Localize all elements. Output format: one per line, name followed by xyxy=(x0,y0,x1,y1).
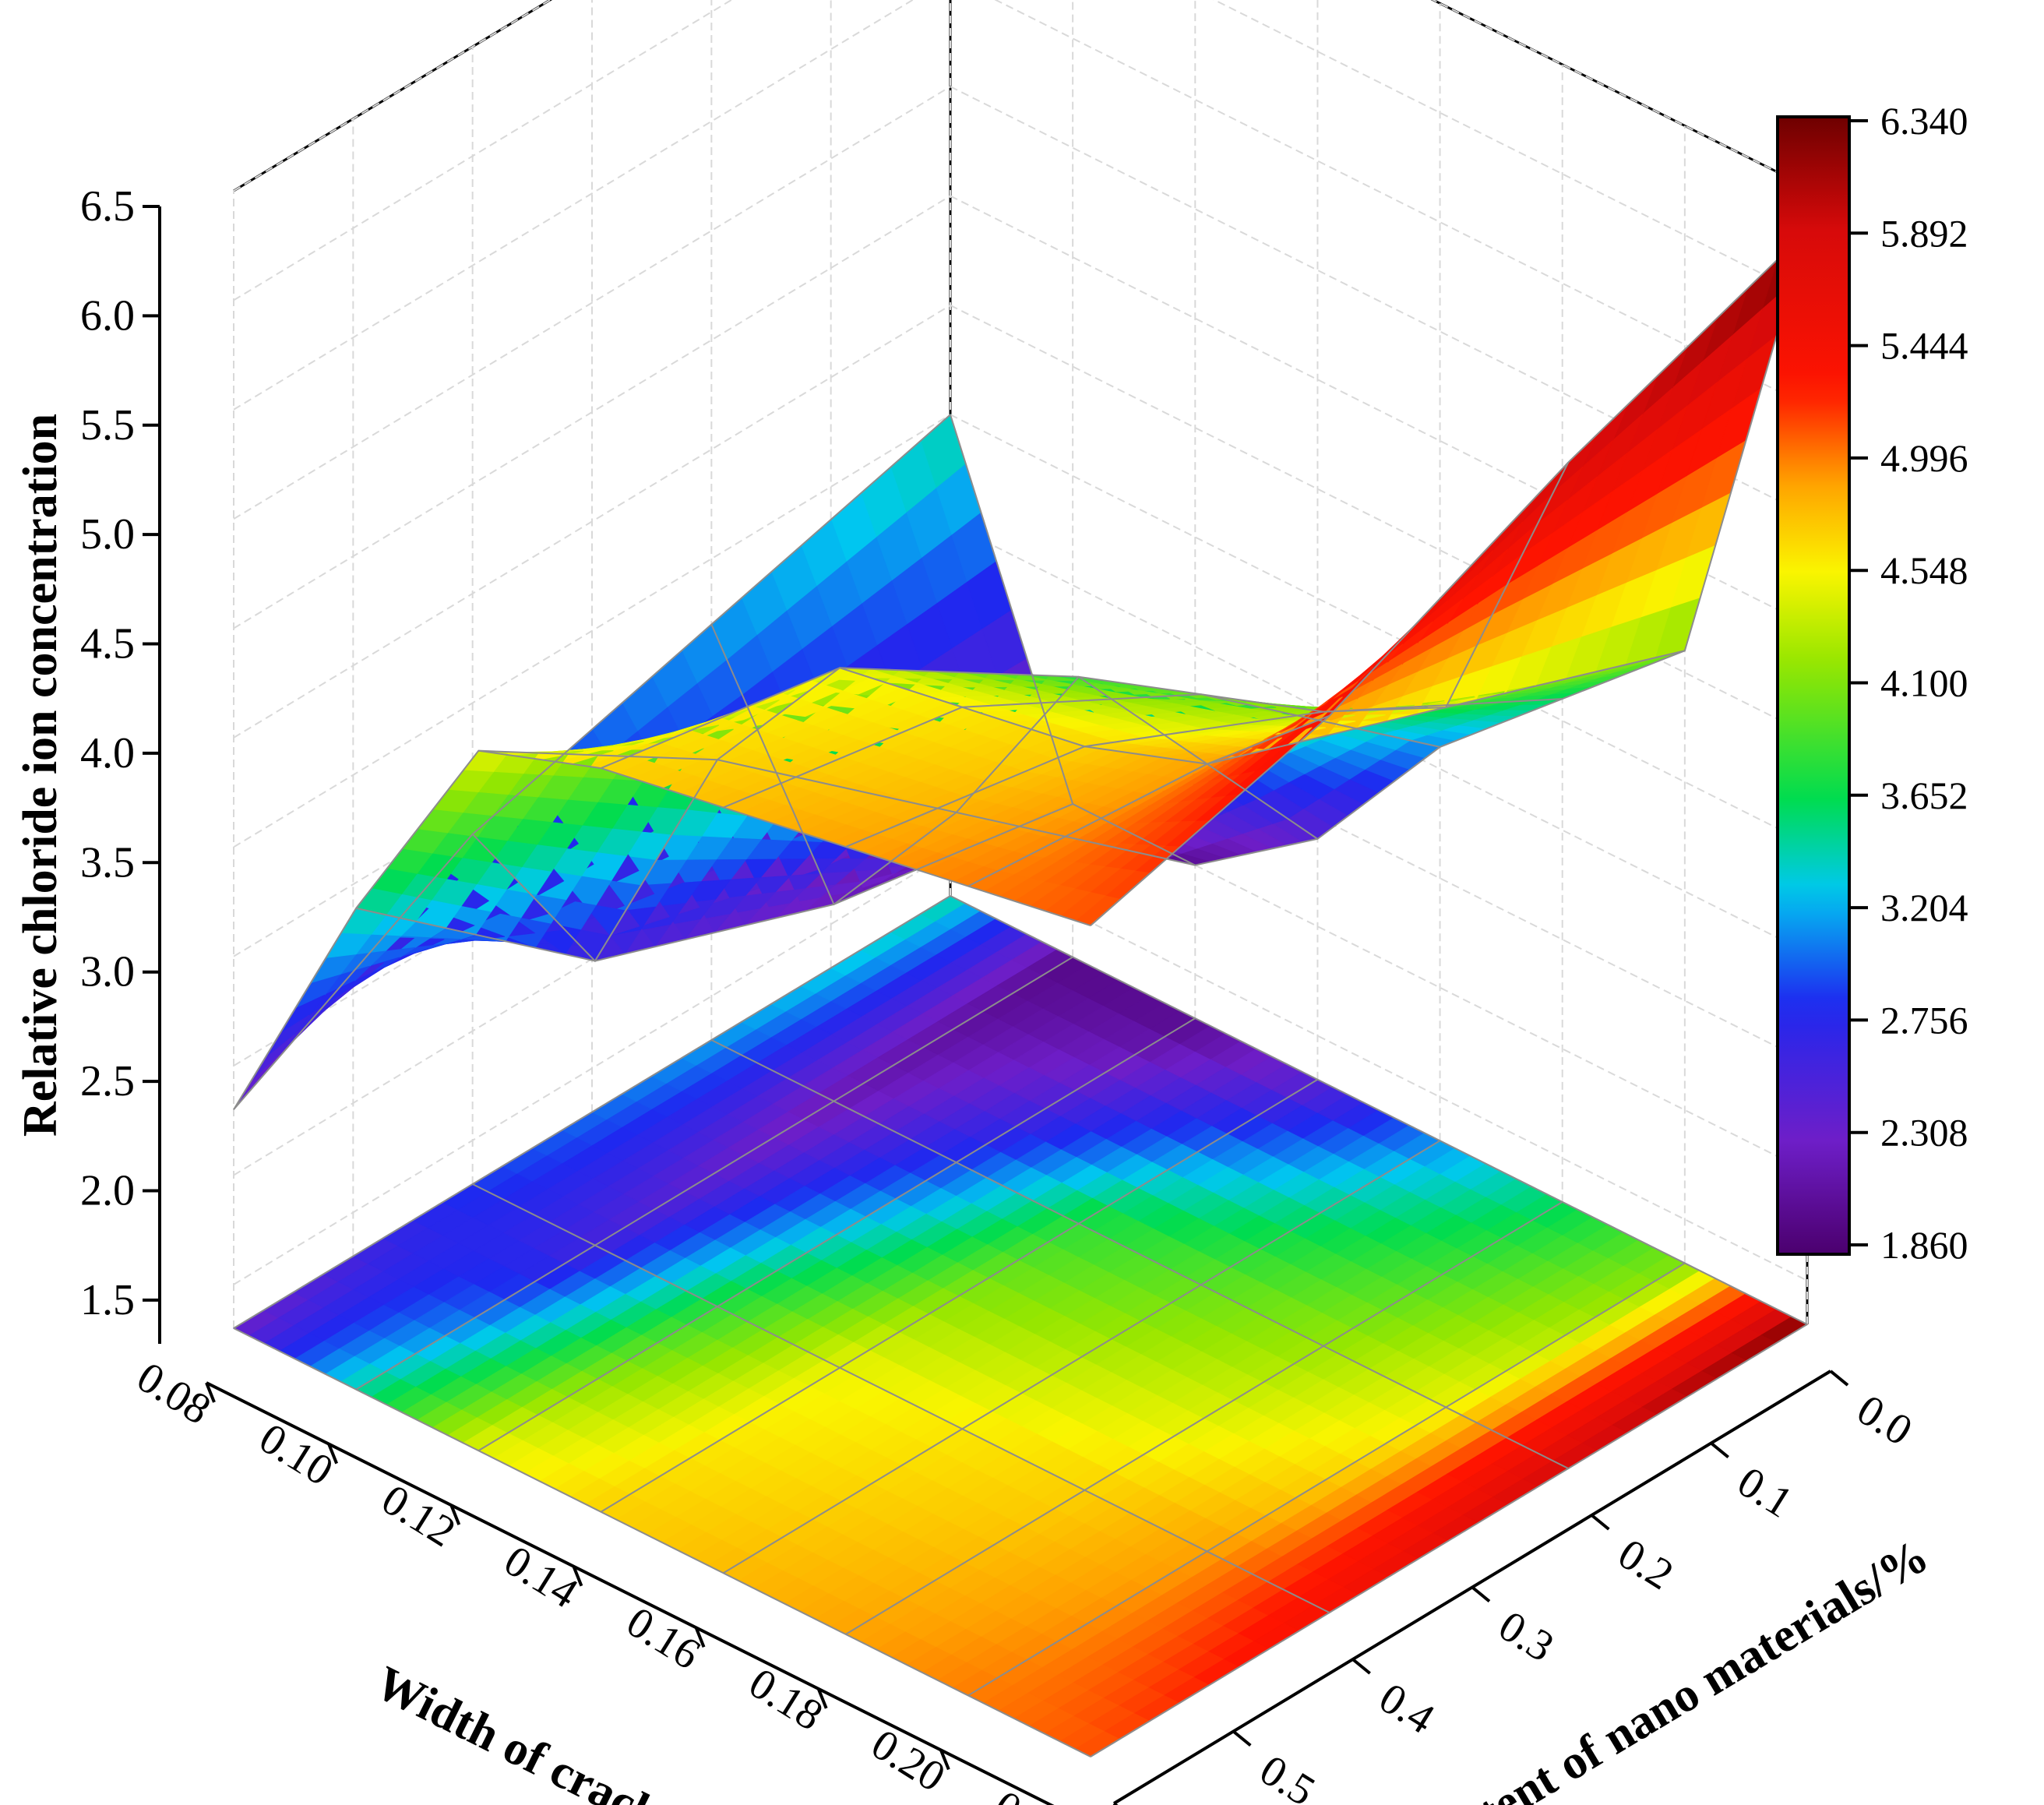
y-axis-tick xyxy=(1352,1658,1371,1675)
surface-mesh-line xyxy=(950,230,1808,866)
colorbar-tick-label: 2.308 xyxy=(1880,1111,1968,1155)
surface-mesh-line xyxy=(355,803,1073,962)
grid-line xyxy=(950,414,1808,844)
colorbar-tick-label: 6.340 xyxy=(1880,99,1968,143)
grid-line xyxy=(233,414,951,848)
grid-line xyxy=(233,851,951,1285)
x-tick-label: 0.08 xyxy=(129,1353,219,1435)
surface-mesh-line xyxy=(601,667,1318,840)
colorbar-tick-label: 4.100 xyxy=(1880,661,1968,705)
colorbar-tick-label: 4.996 xyxy=(1880,436,1968,480)
grid-line xyxy=(233,305,951,739)
z-tick-label: 6.5 xyxy=(80,182,135,231)
z-tick-label: 1.5 xyxy=(80,1276,135,1324)
z-tick-label: 2.5 xyxy=(80,1057,135,1105)
surface-mesh-line xyxy=(1090,230,1808,926)
contour-mesh-line xyxy=(967,1262,1686,1697)
grid-line xyxy=(950,851,1808,1281)
grid-line xyxy=(233,0,552,192)
x-axis-line xyxy=(206,1381,1055,1805)
surface-mesh-line xyxy=(967,650,1686,887)
contour-mesh-line xyxy=(472,1183,1330,1613)
x-tick-label: 0.18 xyxy=(741,1659,831,1740)
surface-mesh-line xyxy=(471,667,1330,963)
z-tick-label: 5.0 xyxy=(80,510,135,559)
x-tick-label: 0.10 xyxy=(251,1414,341,1496)
contour-mesh-line xyxy=(600,1078,1318,1513)
surface-mesh-line xyxy=(845,698,1563,848)
y-tick-label: 0.1 xyxy=(1729,1458,1801,1528)
y-tick-label: 0.0 xyxy=(1848,1385,1920,1455)
colorbar: 1.860 2.308 2.756 3.204 3.652 4.100 4.548 4.996… xyxy=(1776,99,1968,1267)
grid-line xyxy=(950,742,1808,1172)
colorbar-tick-label: 5.892 xyxy=(1880,211,1968,255)
surface xyxy=(233,229,1809,1110)
base-contour xyxy=(232,895,1809,1757)
grid-line xyxy=(233,0,733,301)
x-tick-label: 0.12 xyxy=(373,1475,463,1557)
grid-line xyxy=(994,0,1808,407)
surface-mesh-line xyxy=(478,749,1196,866)
y-tick-label: 0.5 xyxy=(1251,1746,1323,1805)
grid-line xyxy=(950,305,1808,735)
surface-mesh-line xyxy=(710,462,1570,906)
z-tick-label: 4.5 xyxy=(80,620,135,668)
z-axis-title: Relative chloride ion concentration xyxy=(14,414,67,1137)
z-tick-label: 6.0 xyxy=(80,291,135,340)
x-axis-tick xyxy=(449,1504,461,1525)
surface-mesh-line xyxy=(723,693,1440,809)
colorbar-tick-label: 5.444 xyxy=(1880,324,1968,368)
grid-line xyxy=(1431,0,1808,188)
colorbar-tick-label: 1.860 xyxy=(1880,1223,1968,1267)
grid-line xyxy=(233,0,915,411)
x-tick-label: 0.20 xyxy=(863,1720,953,1802)
x-tick-label: 0.14 xyxy=(495,1536,586,1618)
y-tick-label: 0.2 xyxy=(1609,1529,1681,1599)
colorbar-bar xyxy=(1776,115,1851,1256)
x-tick-label: 0.16 xyxy=(618,1598,709,1680)
y-axis-tick xyxy=(1829,1370,1849,1387)
z-tick-label: 3.5 xyxy=(80,838,135,887)
y-tick-label: 0.4 xyxy=(1371,1673,1443,1743)
z-tick-label: 3.0 xyxy=(80,948,135,996)
contour-mesh-line xyxy=(233,895,951,1329)
x-axis-title: Width of crack/mm xyxy=(368,1656,753,1805)
x-axis-tick xyxy=(205,1382,216,1403)
z-tick-label: 5.5 xyxy=(80,401,135,449)
z-tick-label: 2.0 xyxy=(80,1166,135,1214)
y-axis-tick xyxy=(1591,1514,1610,1531)
z-tick-label: 4.0 xyxy=(80,729,135,777)
y-axis-tick xyxy=(1232,1729,1252,1747)
grid-line xyxy=(950,633,1808,1063)
x-axis-tick xyxy=(816,1688,828,1709)
y-tick-label: 0.3 xyxy=(1490,1602,1562,1672)
colorbar-tick-label: 3.204 xyxy=(1880,886,1968,929)
colorbar-tick-label: 4.548 xyxy=(1880,548,1968,592)
colorbar-tick-label: 3.652 xyxy=(1880,774,1968,817)
x-axis-tick xyxy=(327,1443,338,1465)
x-axis-tick xyxy=(572,1565,583,1587)
colorbar-tick-label: 2.756 xyxy=(1880,998,1968,1042)
contour-mesh-line xyxy=(478,1017,1196,1451)
contour-mesh-line xyxy=(723,1140,1441,1574)
x-tick-label: 0.22 xyxy=(985,1782,1076,1805)
contour-mesh-line xyxy=(355,956,1073,1391)
grid-line xyxy=(1212,0,1808,298)
grid-line xyxy=(233,195,951,629)
contour-mesh-line xyxy=(845,1201,1563,1635)
back-wall-left xyxy=(234,0,950,1328)
y-axis-tick xyxy=(1710,1441,1729,1459)
x-axis-tick xyxy=(939,1749,950,1771)
y-axis-tick xyxy=(1471,1585,1491,1603)
surface-mesh-line xyxy=(233,414,951,1110)
grid-line xyxy=(233,86,951,520)
contour-mesh-line xyxy=(950,895,1808,1325)
contour-mesh-line xyxy=(1090,1324,1808,1757)
x-axis-tick xyxy=(694,1627,706,1648)
contour-mesh-line xyxy=(233,1327,1091,1757)
contour-mesh-line xyxy=(710,1039,1569,1469)
surface-mesh-line xyxy=(233,749,1091,1110)
